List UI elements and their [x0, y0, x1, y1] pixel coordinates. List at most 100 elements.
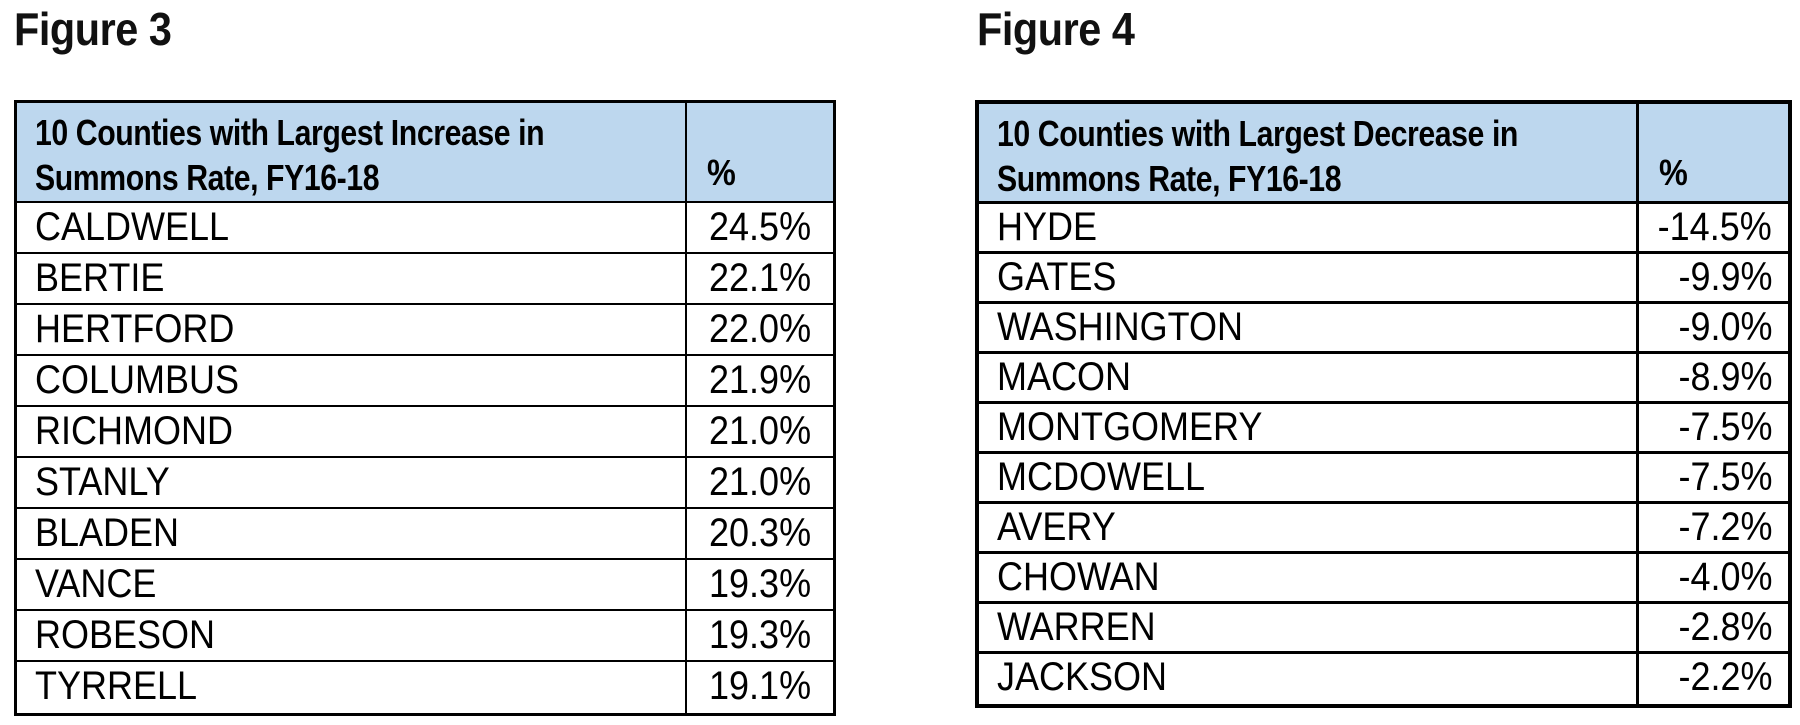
county-cell: WASHINGTON [979, 304, 1639, 351]
percent-cell: -7.2% [1639, 504, 1788, 551]
percent-cell: -14.5% [1639, 204, 1788, 251]
county-cell: BLADEN [17, 509, 687, 558]
table-row: RICHMOND 21.0% [17, 407, 833, 458]
county-name: TYRRELL [35, 664, 198, 708]
percent-value: -2.2% [1677, 655, 1772, 699]
county-cell: COLUMBUS [17, 356, 687, 405]
county-name: BERTIE [35, 256, 165, 300]
percent-value: 19.3% [709, 562, 812, 606]
figure3-table-body: CALDWELL 24.5% BERTIE 22.1% HERTFORD 22.0% COL… [17, 203, 833, 713]
figure4-header-percent-cell: % [1639, 104, 1788, 201]
percent-cell: 22.1% [687, 254, 833, 303]
table-row: BERTIE 22.1% [17, 254, 833, 305]
county-name: CHOWAN [997, 555, 1160, 599]
figure4-header-title-cell: 10 Counties with Largest Decrease in Sum… [979, 104, 1639, 201]
percent-value: -7.5% [1677, 455, 1772, 499]
figure3-header-line2: Summons Rate, FY16-18 [35, 157, 380, 198]
percent-cell: 19.3% [687, 560, 833, 609]
county-cell: WARREN [979, 604, 1639, 651]
figure3-header-title-cell: 10 Counties with Largest Increase in Sum… [17, 103, 687, 201]
percent-cell: -2.8% [1639, 604, 1788, 651]
table-row: TYRRELL 19.1% [17, 662, 833, 713]
table-row: STANLY 21.0% [17, 458, 833, 509]
figure3-header-percent-cell: % [687, 103, 833, 201]
percent-cell: 21.0% [687, 458, 833, 507]
table-row: HYDE -14.5% [979, 204, 1788, 254]
county-name: COLUMBUS [35, 358, 240, 402]
county-cell: JACKSON [979, 654, 1639, 704]
county-name: VANCE [35, 562, 157, 606]
percent-value: -7.5% [1677, 405, 1772, 449]
table-row: MONTGOMERY -7.5% [979, 404, 1788, 454]
county-name: RICHMOND [35, 409, 233, 453]
figure4-table-header: 10 Counties with Largest Decrease in Sum… [979, 104, 1788, 204]
percent-value: -4.0% [1677, 555, 1772, 599]
percent-cell: 21.9% [687, 356, 833, 405]
figure4-title-text: Figure 4 [977, 3, 1135, 55]
county-name: GATES [997, 255, 1117, 299]
figure3-percent-header-label: % [707, 152, 736, 193]
figure3-header-line1: 10 Counties with Largest Increase in [35, 112, 545, 153]
table-row: MACON -8.9% [979, 354, 1788, 404]
county-cell: MCDOWELL [979, 454, 1639, 501]
county-cell: GATES [979, 254, 1639, 301]
county-cell: TYRRELL [17, 662, 687, 713]
county-name: MACON [997, 355, 1132, 399]
percent-value: 22.1% [709, 256, 812, 300]
percent-cell: -7.5% [1639, 404, 1788, 451]
county-name: STANLY [35, 460, 170, 504]
figure3-title-text: Figure 3 [14, 3, 172, 55]
figure4-header-line2: Summons Rate, FY16-18 [997, 158, 1342, 199]
percent-cell: 20.3% [687, 509, 833, 558]
county-cell: CHOWAN [979, 554, 1639, 601]
percent-cell: -9.9% [1639, 254, 1788, 301]
percent-value: -7.2% [1677, 505, 1772, 549]
table-row: WARREN -2.8% [979, 604, 1788, 654]
percent-cell: -2.2% [1639, 654, 1788, 704]
percent-value: 24.5% [709, 205, 812, 249]
percent-value: 20.3% [709, 511, 812, 555]
percent-value: -9.0% [1677, 305, 1772, 349]
table-row: ROBESON 19.3% [17, 611, 833, 662]
county-name: MCDOWELL [997, 455, 1206, 499]
percent-value: -9.9% [1677, 255, 1772, 299]
county-cell: HYDE [979, 204, 1639, 251]
table-row: AVERY -7.2% [979, 504, 1788, 554]
table-row: VANCE 19.3% [17, 560, 833, 611]
figure3-table-header: 10 Counties with Largest Increase in Sum… [17, 103, 833, 203]
table-row: JACKSON -2.2% [979, 654, 1788, 704]
county-name: HERTFORD [35, 307, 235, 351]
county-cell: VANCE [17, 560, 687, 609]
percent-cell: -8.9% [1639, 354, 1788, 401]
county-name: ROBESON [35, 613, 216, 657]
county-name: CALDWELL [35, 205, 230, 249]
table-row: HERTFORD 22.0% [17, 305, 833, 356]
county-name: WARREN [997, 605, 1156, 649]
county-name: HYDE [997, 205, 1098, 249]
percent-value: -2.8% [1677, 605, 1772, 649]
county-cell: MONTGOMERY [979, 404, 1639, 451]
figure4-title: Figure 4 [977, 2, 1152, 56]
county-cell: ROBESON [17, 611, 687, 660]
figure3-title: Figure 3 [14, 2, 189, 56]
county-cell: HERTFORD [17, 305, 687, 354]
figure4-table: 10 Counties with Largest Decrease in Sum… [975, 100, 1792, 708]
figure4-table-body: HYDE -14.5% GATES -9.9% WASHINGTON -9.0% MACON… [979, 204, 1788, 704]
figure4-percent-header-label: % [1659, 152, 1688, 193]
table-row: CALDWELL 24.5% [17, 203, 833, 254]
county-name: MONTGOMERY [997, 405, 1263, 449]
county-name: BLADEN [35, 511, 180, 555]
county-name: JACKSON [997, 655, 1168, 699]
percent-cell: 24.5% [687, 203, 833, 252]
percent-value: -8.9% [1677, 355, 1772, 399]
table-row: BLADEN 20.3% [17, 509, 833, 560]
table-row: GATES -9.9% [979, 254, 1788, 304]
percent-cell: 22.0% [687, 305, 833, 354]
county-cell: AVERY [979, 504, 1639, 551]
county-cell: BERTIE [17, 254, 687, 303]
table-row: COLUMBUS 21.9% [17, 356, 833, 407]
percent-value: -14.5% [1657, 205, 1772, 249]
percent-value: 19.1% [709, 664, 812, 708]
table-row: MCDOWELL -7.5% [979, 454, 1788, 504]
percent-cell: 19.1% [687, 662, 833, 713]
